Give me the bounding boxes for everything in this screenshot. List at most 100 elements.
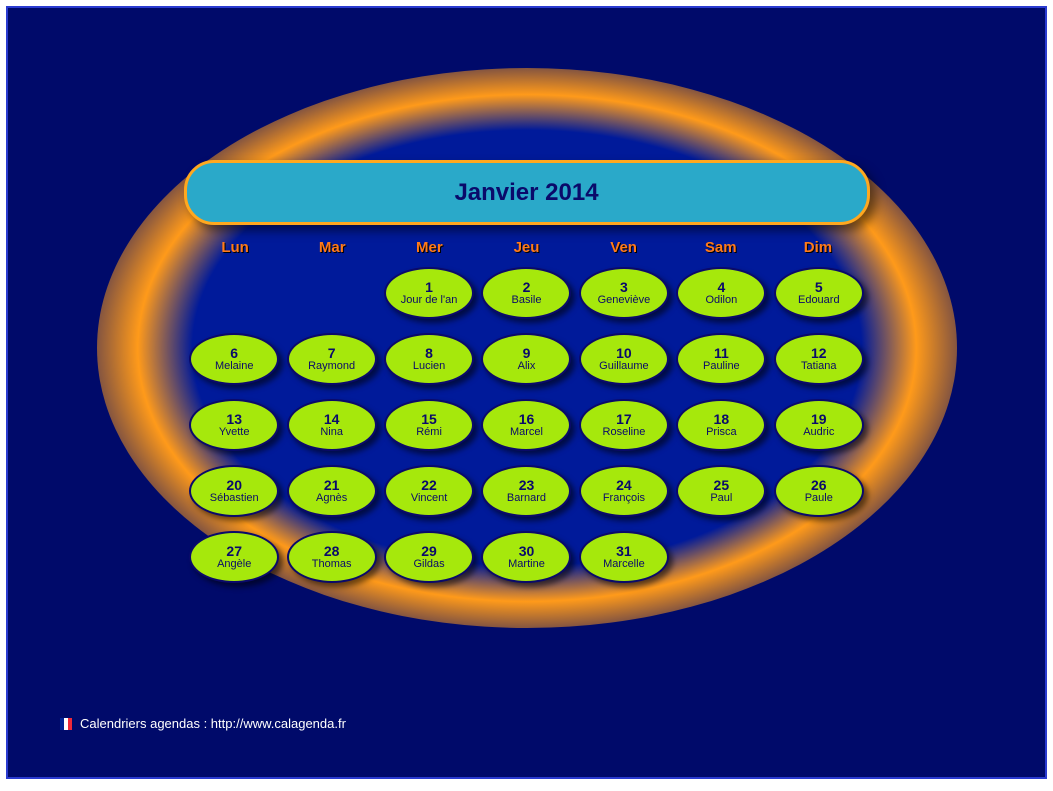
day-saint: Sébastien [210, 493, 259, 505]
day-1[interactable]: 1Jour de l'an [384, 267, 474, 319]
footer: Calendriers agendas : http://www.calagen… [60, 716, 346, 731]
day-saint: Angèle [217, 559, 251, 571]
day-cell: 31Marcelle [576, 526, 671, 588]
day-number: 28 [324, 544, 340, 559]
day-saint: Lucien [413, 361, 445, 373]
day-number: 10 [616, 346, 632, 361]
day-saint: Nina [320, 427, 343, 439]
day-saint: Melaine [215, 361, 254, 373]
day-saint: Pauline [703, 361, 740, 373]
day-cell: 7Raymond [284, 328, 379, 390]
day-saint: Barnard [507, 493, 546, 505]
day-2[interactable]: 2Basile [481, 267, 571, 319]
day-number: 18 [714, 412, 730, 427]
day-16[interactable]: 16Marcel [481, 399, 571, 451]
day-saint: François [603, 493, 645, 505]
day-saint: Agnès [316, 493, 347, 505]
day-number: 26 [811, 478, 827, 493]
day-cell: 5Edouard [771, 262, 866, 324]
day-number: 25 [714, 478, 730, 493]
day-number: 13 [226, 412, 242, 427]
day-24[interactable]: 24François [579, 465, 669, 517]
day-21[interactable]: 21Agnès [287, 465, 377, 517]
day-saint: Edouard [798, 295, 840, 307]
day-26[interactable]: 26Paule [774, 465, 864, 517]
day-cell: 6Melaine [187, 328, 282, 390]
day-number: 17 [616, 412, 632, 427]
day-31[interactable]: 31Marcelle [579, 531, 669, 583]
day-5[interactable]: 5Edouard [774, 267, 864, 319]
day-saint: Geneviève [598, 295, 651, 307]
day-saint: Paule [805, 493, 833, 505]
day-cell: 20Sébastien [187, 460, 282, 522]
day-saint: Guillaume [599, 361, 649, 373]
day-number: 12 [811, 346, 827, 361]
weekday-ven: Ven [575, 239, 672, 256]
day-29[interactable]: 29Gildas [384, 531, 474, 583]
day-cell: 16Marcel [479, 394, 574, 456]
day-28[interactable]: 28Thomas [287, 531, 377, 583]
day-cell: 27Angèle [187, 526, 282, 588]
weekday-row: Lun Mar Mer Jeu Ven Sam Dim [187, 239, 867, 256]
day-18[interactable]: 18Prisca [676, 399, 766, 451]
day-saint: Roseline [603, 427, 646, 439]
day-10[interactable]: 10Guillaume [579, 333, 669, 385]
day-saint: Thomas [312, 559, 352, 571]
day-number: 30 [519, 544, 535, 559]
day-11[interactable]: 11Pauline [676, 333, 766, 385]
day-number: 24 [616, 478, 632, 493]
day-cell: 25Paul [674, 460, 769, 522]
weekday-mar: Mar [284, 239, 381, 256]
day-9[interactable]: 9Alix [481, 333, 571, 385]
day-20[interactable]: 20Sébastien [189, 465, 279, 517]
day-15[interactable]: 15Rémi [384, 399, 474, 451]
day-number: 6 [230, 346, 238, 361]
day-25[interactable]: 25Paul [676, 465, 766, 517]
day-saint: Prisca [706, 427, 737, 439]
day-cell: 3Geneviève [576, 262, 671, 324]
day-number: 14 [324, 412, 340, 427]
day-23[interactable]: 23Barnard [481, 465, 571, 517]
day-cell: 2Basile [479, 262, 574, 324]
day-saint: Raymond [308, 361, 355, 373]
day-14[interactable]: 14Nina [287, 399, 377, 451]
day-saint: Martine [508, 559, 545, 571]
day-number: 9 [523, 346, 531, 361]
day-27[interactable]: 27Angèle [189, 531, 279, 583]
days-grid: 1Jour de l'an2Basile3Geneviève4Odilon5Ed… [187, 262, 867, 588]
day-cell: 24François [576, 460, 671, 522]
day-cell: 26Paule [771, 460, 866, 522]
day-cell: 19Audric [771, 394, 866, 456]
day-30[interactable]: 30Martine [481, 531, 571, 583]
empty-cell [187, 262, 282, 324]
weekday-mer: Mer [381, 239, 478, 256]
day-cell: 8Lucien [381, 328, 476, 390]
day-7[interactable]: 7Raymond [287, 333, 377, 385]
day-number: 31 [616, 544, 632, 559]
calendar-frame: Janvier 2014 Lun Mar Mer Jeu Ven Sam Dim… [6, 6, 1047, 779]
day-saint: Yvette [219, 427, 250, 439]
day-saint: Gildas [413, 559, 444, 571]
day-number: 8 [425, 346, 433, 361]
day-cell: 13Yvette [187, 394, 282, 456]
french-flag-icon [60, 718, 72, 730]
day-13[interactable]: 13Yvette [189, 399, 279, 451]
day-cell: 15Rémi [381, 394, 476, 456]
day-cell: 23Barnard [479, 460, 574, 522]
day-cell: 4Odilon [674, 262, 769, 324]
day-number: 16 [519, 412, 535, 427]
day-17[interactable]: 17Roseline [579, 399, 669, 451]
day-3[interactable]: 3Geneviève [579, 267, 669, 319]
day-saint: Tatiana [801, 361, 836, 373]
day-12[interactable]: 12Tatiana [774, 333, 864, 385]
day-cell: 29Gildas [381, 526, 476, 588]
day-4[interactable]: 4Odilon [676, 267, 766, 319]
day-number: 22 [421, 478, 437, 493]
day-6[interactable]: 6Melaine [189, 333, 279, 385]
day-number: 19 [811, 412, 827, 427]
day-19[interactable]: 19Audric [774, 399, 864, 451]
day-8[interactable]: 8Lucien [384, 333, 474, 385]
day-number: 7 [328, 346, 336, 361]
day-saint: Marcel [510, 427, 543, 439]
day-22[interactable]: 22Vincent [384, 465, 474, 517]
